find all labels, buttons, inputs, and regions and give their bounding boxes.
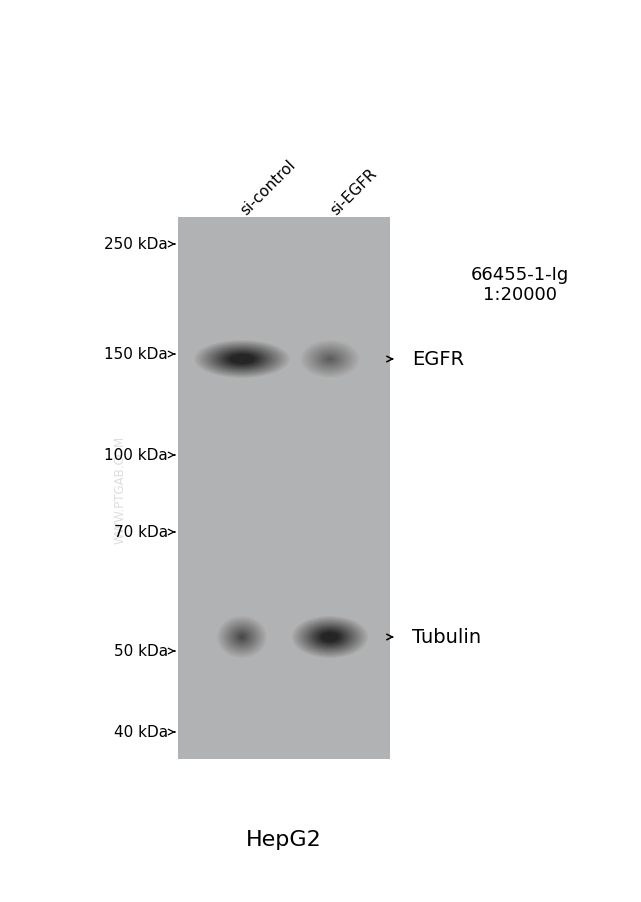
Ellipse shape <box>216 615 268 659</box>
Ellipse shape <box>302 621 358 653</box>
Ellipse shape <box>210 346 274 373</box>
Ellipse shape <box>320 631 340 643</box>
Ellipse shape <box>192 340 292 380</box>
Ellipse shape <box>224 353 260 366</box>
Ellipse shape <box>312 628 348 647</box>
Ellipse shape <box>204 345 279 374</box>
Ellipse shape <box>217 350 267 370</box>
Ellipse shape <box>294 618 366 657</box>
Ellipse shape <box>300 621 360 654</box>
Ellipse shape <box>310 626 350 649</box>
Ellipse shape <box>322 633 338 641</box>
Ellipse shape <box>229 626 255 649</box>
Ellipse shape <box>237 357 247 362</box>
Text: 150 kDa: 150 kDa <box>104 347 168 362</box>
Ellipse shape <box>290 615 370 659</box>
Ellipse shape <box>328 636 332 639</box>
Ellipse shape <box>298 620 362 655</box>
Ellipse shape <box>194 341 290 379</box>
Text: 100 kDa: 100 kDa <box>104 448 168 463</box>
Ellipse shape <box>224 621 260 653</box>
Ellipse shape <box>320 354 339 365</box>
Ellipse shape <box>301 341 360 379</box>
Text: 50 kDa: 50 kDa <box>114 644 168 658</box>
Ellipse shape <box>305 344 355 375</box>
Bar <box>178 217 390 759</box>
Ellipse shape <box>221 620 263 655</box>
Ellipse shape <box>302 342 358 377</box>
Ellipse shape <box>313 349 347 371</box>
Text: WWW.PTGAB.COM: WWW.PTGAB.COM <box>113 436 126 544</box>
Ellipse shape <box>308 345 352 373</box>
Text: 70 kDa: 70 kDa <box>114 525 168 540</box>
Text: si-EGFR: si-EGFR <box>328 166 379 217</box>
Ellipse shape <box>215 349 269 371</box>
Ellipse shape <box>292 616 368 658</box>
Ellipse shape <box>230 628 254 647</box>
Ellipse shape <box>304 343 356 376</box>
Ellipse shape <box>310 346 350 373</box>
Text: 40 kDa: 40 kDa <box>114 724 168 740</box>
Ellipse shape <box>202 344 282 375</box>
Ellipse shape <box>241 636 244 639</box>
Ellipse shape <box>220 619 264 656</box>
Ellipse shape <box>229 354 254 364</box>
Ellipse shape <box>315 350 345 370</box>
Ellipse shape <box>307 345 353 374</box>
Ellipse shape <box>233 630 251 645</box>
Ellipse shape <box>304 623 356 651</box>
Ellipse shape <box>322 354 338 364</box>
Ellipse shape <box>317 352 342 367</box>
Ellipse shape <box>306 624 354 650</box>
Ellipse shape <box>235 631 249 643</box>
Ellipse shape <box>324 355 336 364</box>
Ellipse shape <box>308 625 352 649</box>
Ellipse shape <box>327 357 333 362</box>
Ellipse shape <box>299 340 361 380</box>
Ellipse shape <box>328 359 331 361</box>
Ellipse shape <box>235 356 249 363</box>
Ellipse shape <box>312 348 349 372</box>
Ellipse shape <box>316 351 344 369</box>
Text: si-control: si-control <box>237 157 298 217</box>
Ellipse shape <box>239 635 245 640</box>
Ellipse shape <box>319 353 341 366</box>
Ellipse shape <box>237 633 247 641</box>
Ellipse shape <box>227 354 257 365</box>
Ellipse shape <box>314 629 346 646</box>
Ellipse shape <box>238 634 246 640</box>
Text: 250 kDa: 250 kDa <box>104 237 168 253</box>
Ellipse shape <box>228 625 256 649</box>
Ellipse shape <box>234 630 250 644</box>
Text: HepG2: HepG2 <box>246 829 322 849</box>
Ellipse shape <box>207 345 277 373</box>
Ellipse shape <box>240 359 244 361</box>
Ellipse shape <box>324 634 336 640</box>
Ellipse shape <box>326 635 334 640</box>
Ellipse shape <box>232 355 252 364</box>
Ellipse shape <box>326 356 335 363</box>
Ellipse shape <box>219 351 265 369</box>
Ellipse shape <box>199 343 285 376</box>
Ellipse shape <box>212 348 272 372</box>
Ellipse shape <box>296 619 364 656</box>
Ellipse shape <box>219 618 265 657</box>
Ellipse shape <box>226 624 258 650</box>
Ellipse shape <box>318 630 342 644</box>
Text: 66455-1-Ig
1:20000: 66455-1-Ig 1:20000 <box>471 265 569 304</box>
Ellipse shape <box>222 352 262 367</box>
Text: EGFR: EGFR <box>412 350 464 369</box>
Text: Tubulin: Tubulin <box>412 628 481 647</box>
Ellipse shape <box>197 342 287 377</box>
Ellipse shape <box>316 630 344 645</box>
Ellipse shape <box>231 629 253 646</box>
Ellipse shape <box>222 621 262 654</box>
Ellipse shape <box>225 623 259 651</box>
Ellipse shape <box>217 616 267 658</box>
